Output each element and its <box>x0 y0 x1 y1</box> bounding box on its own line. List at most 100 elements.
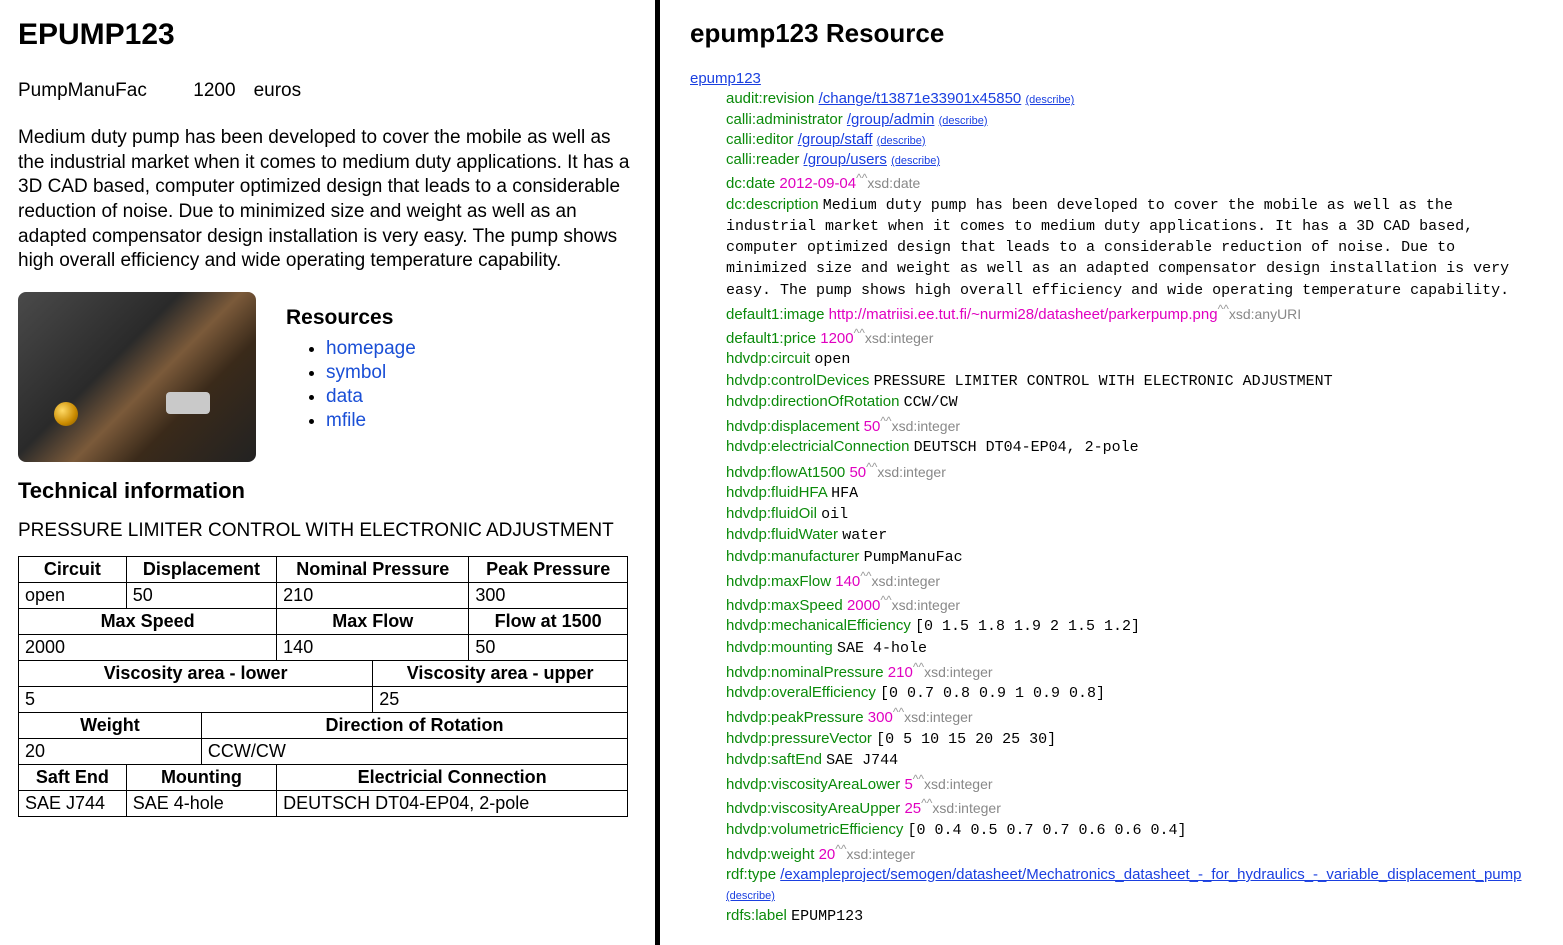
rdf-object-uri-link[interactable]: /change/t13871e33901x45850 <box>819 90 1022 107</box>
pump-image <box>18 292 256 462</box>
rdf-predicate-prefix: hdvdp <box>726 709 771 726</box>
rdf-object-string: DEUTSCH DT04-EP04, 2-pole <box>914 439 1139 456</box>
rdf-predicate-local: maxFlow <box>771 573 831 590</box>
describe-link[interactable]: (describe) <box>939 115 988 127</box>
rdf-property-line: hdvdpviscosityAreaLower 5^^xsd:integer <box>726 771 1545 795</box>
rdf-object-string: [0 1.5 1.8 1.9 2 1.5 1.2] <box>915 618 1140 635</box>
th-saft-end: Saft End <box>19 765 127 791</box>
rdf-property-line: default1image http://matriisi.ee.tut.fi/… <box>726 301 1545 325</box>
rdf-object-uri-link[interactable]: /group/staff <box>798 131 873 148</box>
page-title: EPUMP123 <box>18 18 637 52</box>
rdf-property-line: hdvdpmaxSpeed 2000^^xsd:integer <box>726 592 1545 616</box>
rdf-property-line: dcdescription Medium duty pump has been … <box>726 195 1545 301</box>
rdf-predicate-local: type <box>748 866 776 883</box>
list-item: homepage <box>326 338 416 360</box>
rdf-predicate-local: saftEnd <box>771 751 822 768</box>
th-flow-1500: Flow at 1500 <box>469 609 628 635</box>
th-elec-conn: Electricial Connection <box>277 765 628 791</box>
rdf-predicate-prefix: hdvdp <box>726 821 771 838</box>
list-item: mfile <box>326 410 416 432</box>
td-visc-upper: 25 <box>373 687 628 713</box>
rdf-property-line: hdvdpweight 20^^xsd:integer <box>726 841 1545 865</box>
rdf-predicate-local: weight <box>771 846 814 863</box>
rdf-object-string: oil <box>821 506 848 523</box>
rdf-property-line: hdvdpfluidWater water <box>726 525 1545 546</box>
rdf-datatype: xsd:integer <box>865 330 933 346</box>
rdf-predicate-prefix: hdvdp <box>726 573 771 590</box>
rdf-datatype: xsd:anyURI <box>1229 306 1301 322</box>
rdf-predicate-prefix: hdvdp <box>726 639 771 656</box>
rdf-predicate-local: label <box>755 907 787 924</box>
rdf-property-line: auditrevision /change/t13871e33901x45850… <box>726 89 1545 109</box>
rdf-object-uri-link[interactable]: /group/users <box>804 151 887 168</box>
rdf-object-literal: 300 <box>868 709 893 726</box>
rdf-object-string: PumpManuFac <box>864 549 963 566</box>
rdf-predicate-local: revision <box>763 90 815 107</box>
left-pane: EPUMP123 PumpManuFac 1200 euros Medium d… <box>0 0 660 945</box>
rdf-predicate-local: fluidHFA <box>771 484 827 501</box>
rdf-predicate-prefix: hdvdp <box>726 505 771 522</box>
rdf-object-literal: 20 <box>819 846 836 863</box>
rdf-predicate-prefix: audit <box>726 90 763 107</box>
meta-row: PumpManuFac 1200 euros <box>18 80 637 102</box>
rdf-predicate-local: controlDevices <box>771 372 869 389</box>
rdf-predicate-local: viscosityAreaUpper <box>771 800 900 817</box>
td-max-flow: 140 <box>277 635 469 661</box>
describe-link[interactable]: (describe) <box>726 890 775 902</box>
rdf-predicate-local: maxSpeed <box>771 597 843 614</box>
rdf-property-line: hdvdpsaftEnd SAE J744 <box>726 750 1545 771</box>
rdf-predicate-prefix: hdvdp <box>726 393 771 410</box>
rdf-object-literal: 25 <box>904 800 921 817</box>
resource-link-homepage[interactable]: homepage <box>326 338 416 359</box>
rdf-predicate-prefix: hdvdp <box>726 617 771 634</box>
rdf-object-string: [0 0.7 0.8 0.9 1 0.9 0.8] <box>880 685 1105 702</box>
rdf-object-literal: 50 <box>864 418 881 435</box>
rdf-property-line: hdvdpfluidHFA HFA <box>726 483 1545 504</box>
rdf-datatype: xsd:integer <box>924 776 992 792</box>
resource-link-data[interactable]: data <box>326 386 363 407</box>
rdf-predicate-local: fluidOil <box>771 505 817 522</box>
resource-link-mfile[interactable]: mfile <box>326 410 366 431</box>
rdf-predicate-prefix: calli <box>726 111 756 128</box>
rdf-property-line: calliadministrator /group/admin (describ… <box>726 110 1545 130</box>
rdf-object-string: SAE J744 <box>826 752 898 769</box>
rdf-property-line: hdvdpfluidOil oil <box>726 504 1545 525</box>
describe-link[interactable]: (describe) <box>1025 94 1074 106</box>
describe-link[interactable]: (describe) <box>891 155 940 167</box>
th-max-speed: Max Speed <box>19 609 277 635</box>
rdf-predicate-local: mechanicalEfficiency <box>771 617 911 634</box>
rdf-object-literal: http://matriisi.ee.tut.fi/~nurmi28/datas… <box>829 306 1218 323</box>
rdf-object-uri-link[interactable]: /group/admin <box>847 111 935 128</box>
rdf-object-string: CCW/CW <box>904 394 958 411</box>
rdf-datatype-caret: ^^ <box>893 705 904 719</box>
td-mounting: SAE 4-hole <box>126 791 276 817</box>
rdf-object-string: open <box>814 351 850 368</box>
td-displacement: 50 <box>126 583 276 609</box>
rdf-property-line: hdvdpoveralEfficiency [0 0.7 0.8 0.9 1 0… <box>726 683 1545 704</box>
rdf-object-uri-link[interactable]: /exampleproject/semogen/datasheet/Mechat… <box>780 866 1521 883</box>
rdf-predicate-local: editor <box>756 131 794 148</box>
rdf-object-literal: 50 <box>849 464 866 481</box>
rdf-predicate-local: administrator <box>756 111 843 128</box>
rdf-predicate-prefix: default1 <box>726 306 784 323</box>
th-nominal-pressure: Nominal Pressure <box>277 557 469 583</box>
td-rotation: CCW/CW <box>201 739 627 765</box>
rdf-object-literal: 2000 <box>847 597 880 614</box>
rdf-predicate-prefix: hdvdp <box>726 751 771 768</box>
rdf-predicate-prefix: hdvdp <box>726 548 771 565</box>
rdf-predicate-prefix: rdf <box>726 866 748 883</box>
rdf-predicate-prefix: hdvdp <box>726 846 771 863</box>
rdf-datatype: xsd:integer <box>847 846 915 862</box>
rdf-property-line: rdfslabel EPUMP123 <box>726 906 1545 927</box>
tech-heading: Technical information <box>18 478 637 504</box>
rdf-property-line: hdvdpdirectionOfRotation CCW/CW <box>726 392 1545 413</box>
describe-link[interactable]: (describe) <box>877 135 926 147</box>
control-line: PRESSURE LIMITER CONTROL WITH ELECTRONIC… <box>18 520 637 542</box>
right-pane: epump123 Resource epump123 auditrevision… <box>660 0 1563 945</box>
rdf-predicate-local: flowAt1500 <box>771 464 845 481</box>
rdf-property-line: hdvdpmechanicalEfficiency [0 1.5 1.8 1.9… <box>726 616 1545 637</box>
rdf-subject-link[interactable]: epump123 <box>690 70 761 87</box>
resource-link-symbol[interactable]: symbol <box>326 362 386 383</box>
list-item: data <box>326 386 416 408</box>
manufacturer-value: PumpManuFac <box>18 80 188 102</box>
